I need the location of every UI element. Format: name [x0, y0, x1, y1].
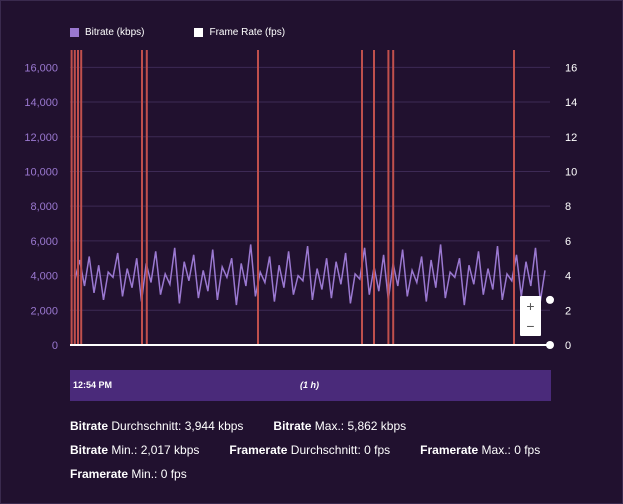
right-axis-tick-label: 16 [565, 62, 577, 74]
right-axis-tick-label: 0 [565, 340, 571, 352]
navigator-start-time: 12:54 PM [73, 380, 113, 390]
right-axis-tick-label: 10 [565, 166, 577, 178]
legend-swatch-framerate [194, 27, 204, 37]
left-axis-tick-label: 14,000 [24, 97, 58, 109]
left-axis-tick-label: 12,000 [24, 132, 58, 144]
stat-framerate-max: Framerate Max.: 0 fps [420, 443, 541, 457]
right-axis-tick-label: 2 [565, 305, 571, 317]
bitrate-series-line [74, 244, 546, 306]
zoom-out-button[interactable]: − [526, 318, 535, 334]
left-axis-tick-label: 10,000 [24, 166, 58, 178]
legend-label-framerate: Frame Rate (fps) [209, 26, 286, 38]
legend-label-bitrate: Bitrate (kbps) [85, 26, 145, 38]
left-axis-tick-label: 2,000 [30, 305, 58, 317]
legend-item-framerate[interactable]: Frame Rate (fps) [194, 27, 285, 38]
left-axis-tick-label: 16,000 [24, 62, 58, 74]
zoom-controls: + − [520, 296, 541, 336]
right-axis-tick-label: 8 [565, 201, 571, 213]
framerate-series-endpoint [546, 341, 554, 349]
bitrate-series-endpoint [546, 295, 554, 304]
right-axis-tick-label: 6 [565, 236, 571, 248]
stat-bitrate-max: Bitrate Max.: 5,862 kbps [273, 419, 407, 433]
stat-framerate-min: Framerate Min.: 0 fps [70, 467, 187, 481]
time-navigator[interactable]: 12:54 PM (1 h) [70, 370, 551, 401]
stat-framerate-avg: Framerate Durchschnitt: 0 fps [229, 443, 391, 457]
stat-bitrate-min: Bitrate Min.: 2,017 kbps [70, 443, 200, 457]
chart-legend: Bitrate (kbps) Frame Rate (fps) [70, 24, 335, 40]
stat-bitrate-avg: Bitrate Durchschnitt: 3,944 kbps [70, 419, 244, 433]
navigator-range: (1 h) [300, 380, 319, 390]
right-axis-tick-label: 12 [565, 132, 577, 144]
zoom-in-button[interactable]: + [526, 298, 535, 314]
right-axis-tick-label: 4 [565, 271, 571, 283]
left-axis-tick-label: 0 [52, 340, 58, 352]
left-axis-tick-label: 4,000 [30, 271, 58, 283]
left-axis-tick-label: 6,000 [30, 236, 58, 248]
legend-item-bitrate[interactable]: Bitrate (kbps) [70, 27, 144, 38]
left-axis-tick-label: 8,000 [30, 201, 58, 213]
stream-stats: Bitrate Durchschnitt: 3,944 kbps Bitrate… [70, 414, 610, 486]
bitrate-framerate-chart: 0 0 2,000 2 4,000 4 6,000 6 8,000 8 10,000 10 12,000… [24, 50, 577, 352]
right-axis-tick-label: 14 [565, 97, 577, 109]
legend-swatch-bitrate [70, 27, 79, 37]
